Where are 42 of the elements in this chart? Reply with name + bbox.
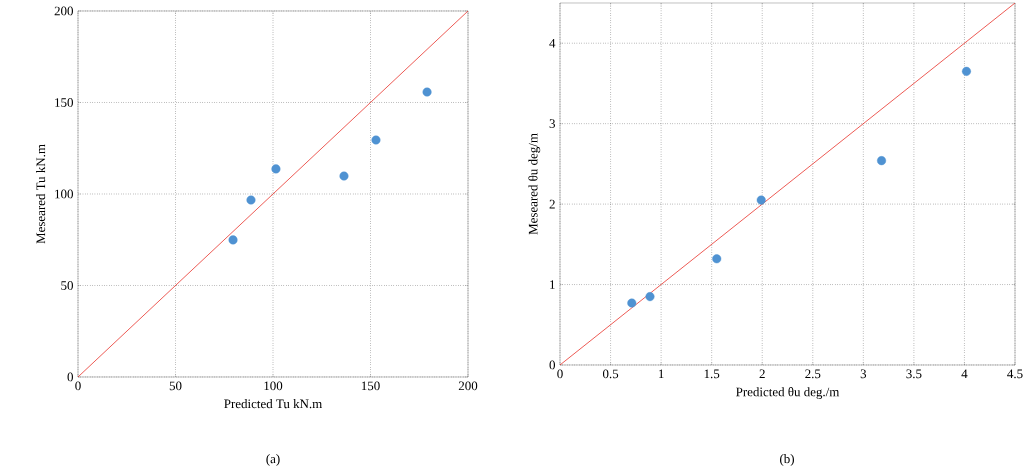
y-tick-label: 0	[549, 360, 555, 370]
x-tick-label: 0.5	[602, 369, 619, 379]
x-tick-label: 2	[759, 369, 765, 379]
y-tick-label: 3	[549, 119, 555, 128]
point	[756, 195, 766, 205]
x-tick-label: 4	[961, 369, 968, 379]
x-tick-label: 1	[659, 369, 664, 379]
x-tick-label: 3.5	[906, 369, 922, 379]
y-tick-label: 50	[61, 281, 73, 290]
x-tick-label: 4.5	[1007, 369, 1023, 379]
y-axis-title: Meseared θu deg/m	[528, 133, 541, 235]
text: (a)	[266, 454, 280, 466]
x-tick-label: 0	[75, 381, 81, 391]
x-tick-label: 0	[557, 369, 563, 379]
point	[645, 292, 655, 302]
x-tick-label: 50	[169, 381, 182, 391]
y-tick-label: 150	[55, 98, 73, 107]
point	[961, 66, 971, 76]
point	[228, 235, 238, 245]
point	[627, 298, 637, 308]
x-tick-label: 1.5	[704, 369, 720, 379]
point	[422, 87, 432, 97]
point	[712, 254, 722, 264]
x-tick-label: 3	[860, 369, 867, 379]
x-tick-label: 150	[361, 381, 380, 391]
y-tick-label: 2	[549, 199, 555, 209]
y-axis-title: Meseared Tu kN.m	[36, 144, 46, 244]
y-tick-label: 1	[550, 280, 555, 289]
x-tick-label: 100	[264, 381, 283, 391]
x-axis-title: Predicted θu deg./m	[736, 387, 840, 399]
point	[339, 171, 349, 181]
point	[271, 164, 281, 174]
point	[246, 195, 256, 205]
y-tick-label: 200	[54, 6, 73, 16]
x-tick-label: 2.5	[805, 369, 821, 379]
point	[877, 156, 887, 166]
text: (b)	[780, 454, 794, 466]
y-tick-label: 4	[549, 38, 556, 48]
y-tick-label: 100	[55, 189, 73, 199]
x-axis-title: Predicted Tu kN.m	[224, 399, 323, 409]
point	[371, 135, 381, 145]
x-tick-label: 200	[458, 381, 478, 391]
